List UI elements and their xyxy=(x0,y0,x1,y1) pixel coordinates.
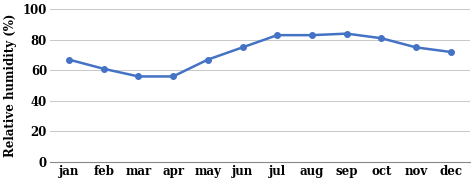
Y-axis label: Relative humidity (%): Relative humidity (%) xyxy=(4,14,17,157)
